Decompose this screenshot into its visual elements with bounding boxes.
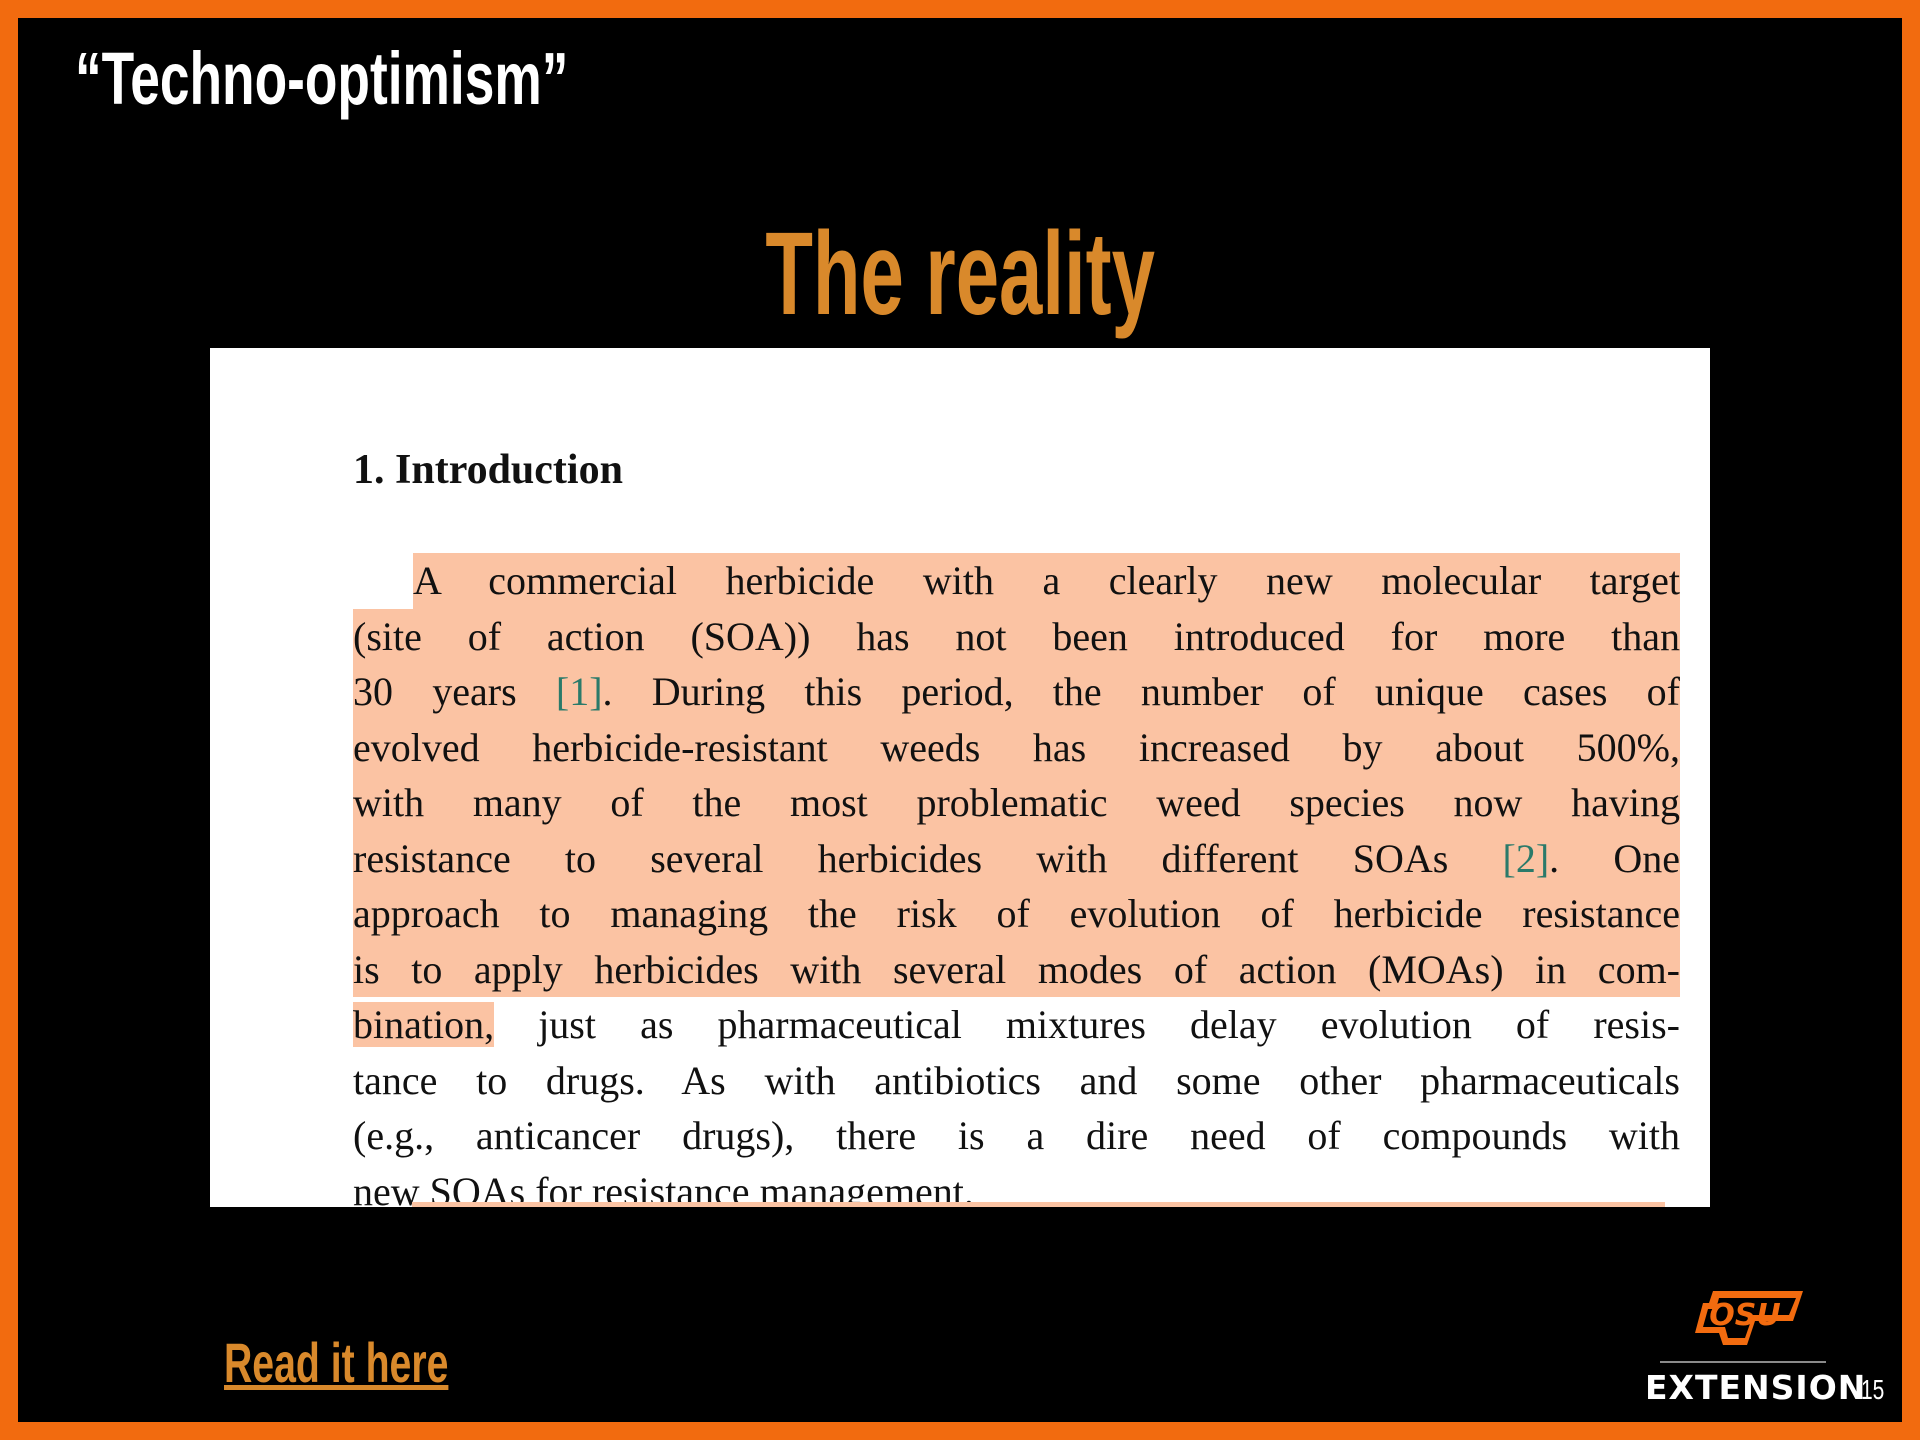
paper-text: A commercial herbicide with a clearly ne… (413, 558, 1680, 603)
paper-line: A commercial herbicide with a clearly ne… (413, 553, 1680, 609)
logo-lettering: OSU (1709, 1298, 1780, 1333)
slide-title: “Techno-optimism” (75, 37, 569, 120)
paper-heading: 1. Introduction (353, 447, 623, 493)
paper-text: evolved herbicide-resistant weeds has in… (353, 724, 1680, 770)
citation-reference[interactable]: [1] (555, 669, 603, 714)
slide-subtitle: The reality (18, 206, 1902, 342)
paper-text: (e.g., anticancer drugs), there is a dir… (353, 1113, 1680, 1158)
page-number: 15 (1861, 1374, 1885, 1405)
subtitle-text: The reality (765, 208, 1155, 340)
paper-text: (site of action (SOA)) has not been intr… (353, 613, 1680, 659)
paper-text: new SOAs for resistance management. (353, 1168, 974, 1208)
citation-reference[interactable]: [2] (1502, 835, 1550, 881)
read-it-here-link[interactable]: Read it here (224, 1331, 449, 1394)
paper-line: bination, just as pharmaceutical mixture… (353, 997, 1680, 1053)
paper-text: . During this period, the number of uniq… (602, 669, 1680, 714)
paper-line: is to apply herbicides with several mode… (353, 941, 1680, 997)
highlight-strip (412, 1202, 1665, 1207)
paper-line: 30 years [1]. During this period, the nu… (353, 664, 1680, 720)
paper-line: approach to managing the risk of evoluti… (353, 886, 1680, 942)
paper-text: bination, (353, 1002, 495, 1047)
paper-line: with many of the most problematic weed s… (353, 775, 1680, 831)
paper-line: evolved herbicide-resistant weeds has in… (353, 719, 1680, 775)
paper-line: resistance to several herbicides with di… (353, 830, 1680, 886)
paper-text: tance to drugs. As with antibiotics and … (353, 1057, 1680, 1103)
paper-text: is to apply herbicides with several mode… (353, 946, 1680, 992)
paper-line: new SOAs for resistance management. (353, 1164, 1680, 1208)
paper-line: tance to drugs. As with antibiotics and … (353, 1053, 1680, 1109)
paper-text: resistance to several herbicides with di… (353, 835, 1503, 881)
slide: “Techno-optimism” The reality 1. Introdu… (18, 18, 1902, 1422)
paper-body: A commercial herbicide with a clearly ne… (353, 553, 1680, 1207)
paper-text: 30 years (353, 669, 556, 714)
paper-text: approach to managing the risk of evoluti… (353, 891, 1680, 936)
footer-divider (1660, 1361, 1826, 1363)
osu-logo-icon: OSU (1695, 1291, 1803, 1345)
paper-excerpt-image: 1. Introduction A commercial herbicide w… (210, 348, 1710, 1207)
paper-text: just as pharmaceutical mixtures delay ev… (494, 1002, 1680, 1047)
paper-line: (site of action (SOA)) has not been intr… (353, 608, 1680, 664)
paper-line: (e.g., anticancer drugs), there is a dir… (353, 1108, 1680, 1164)
paper-text: . One (1549, 835, 1680, 881)
extension-label: EXTENSION (1645, 1368, 1867, 1407)
paper-text: with many of the most problematic weed s… (353, 780, 1680, 825)
